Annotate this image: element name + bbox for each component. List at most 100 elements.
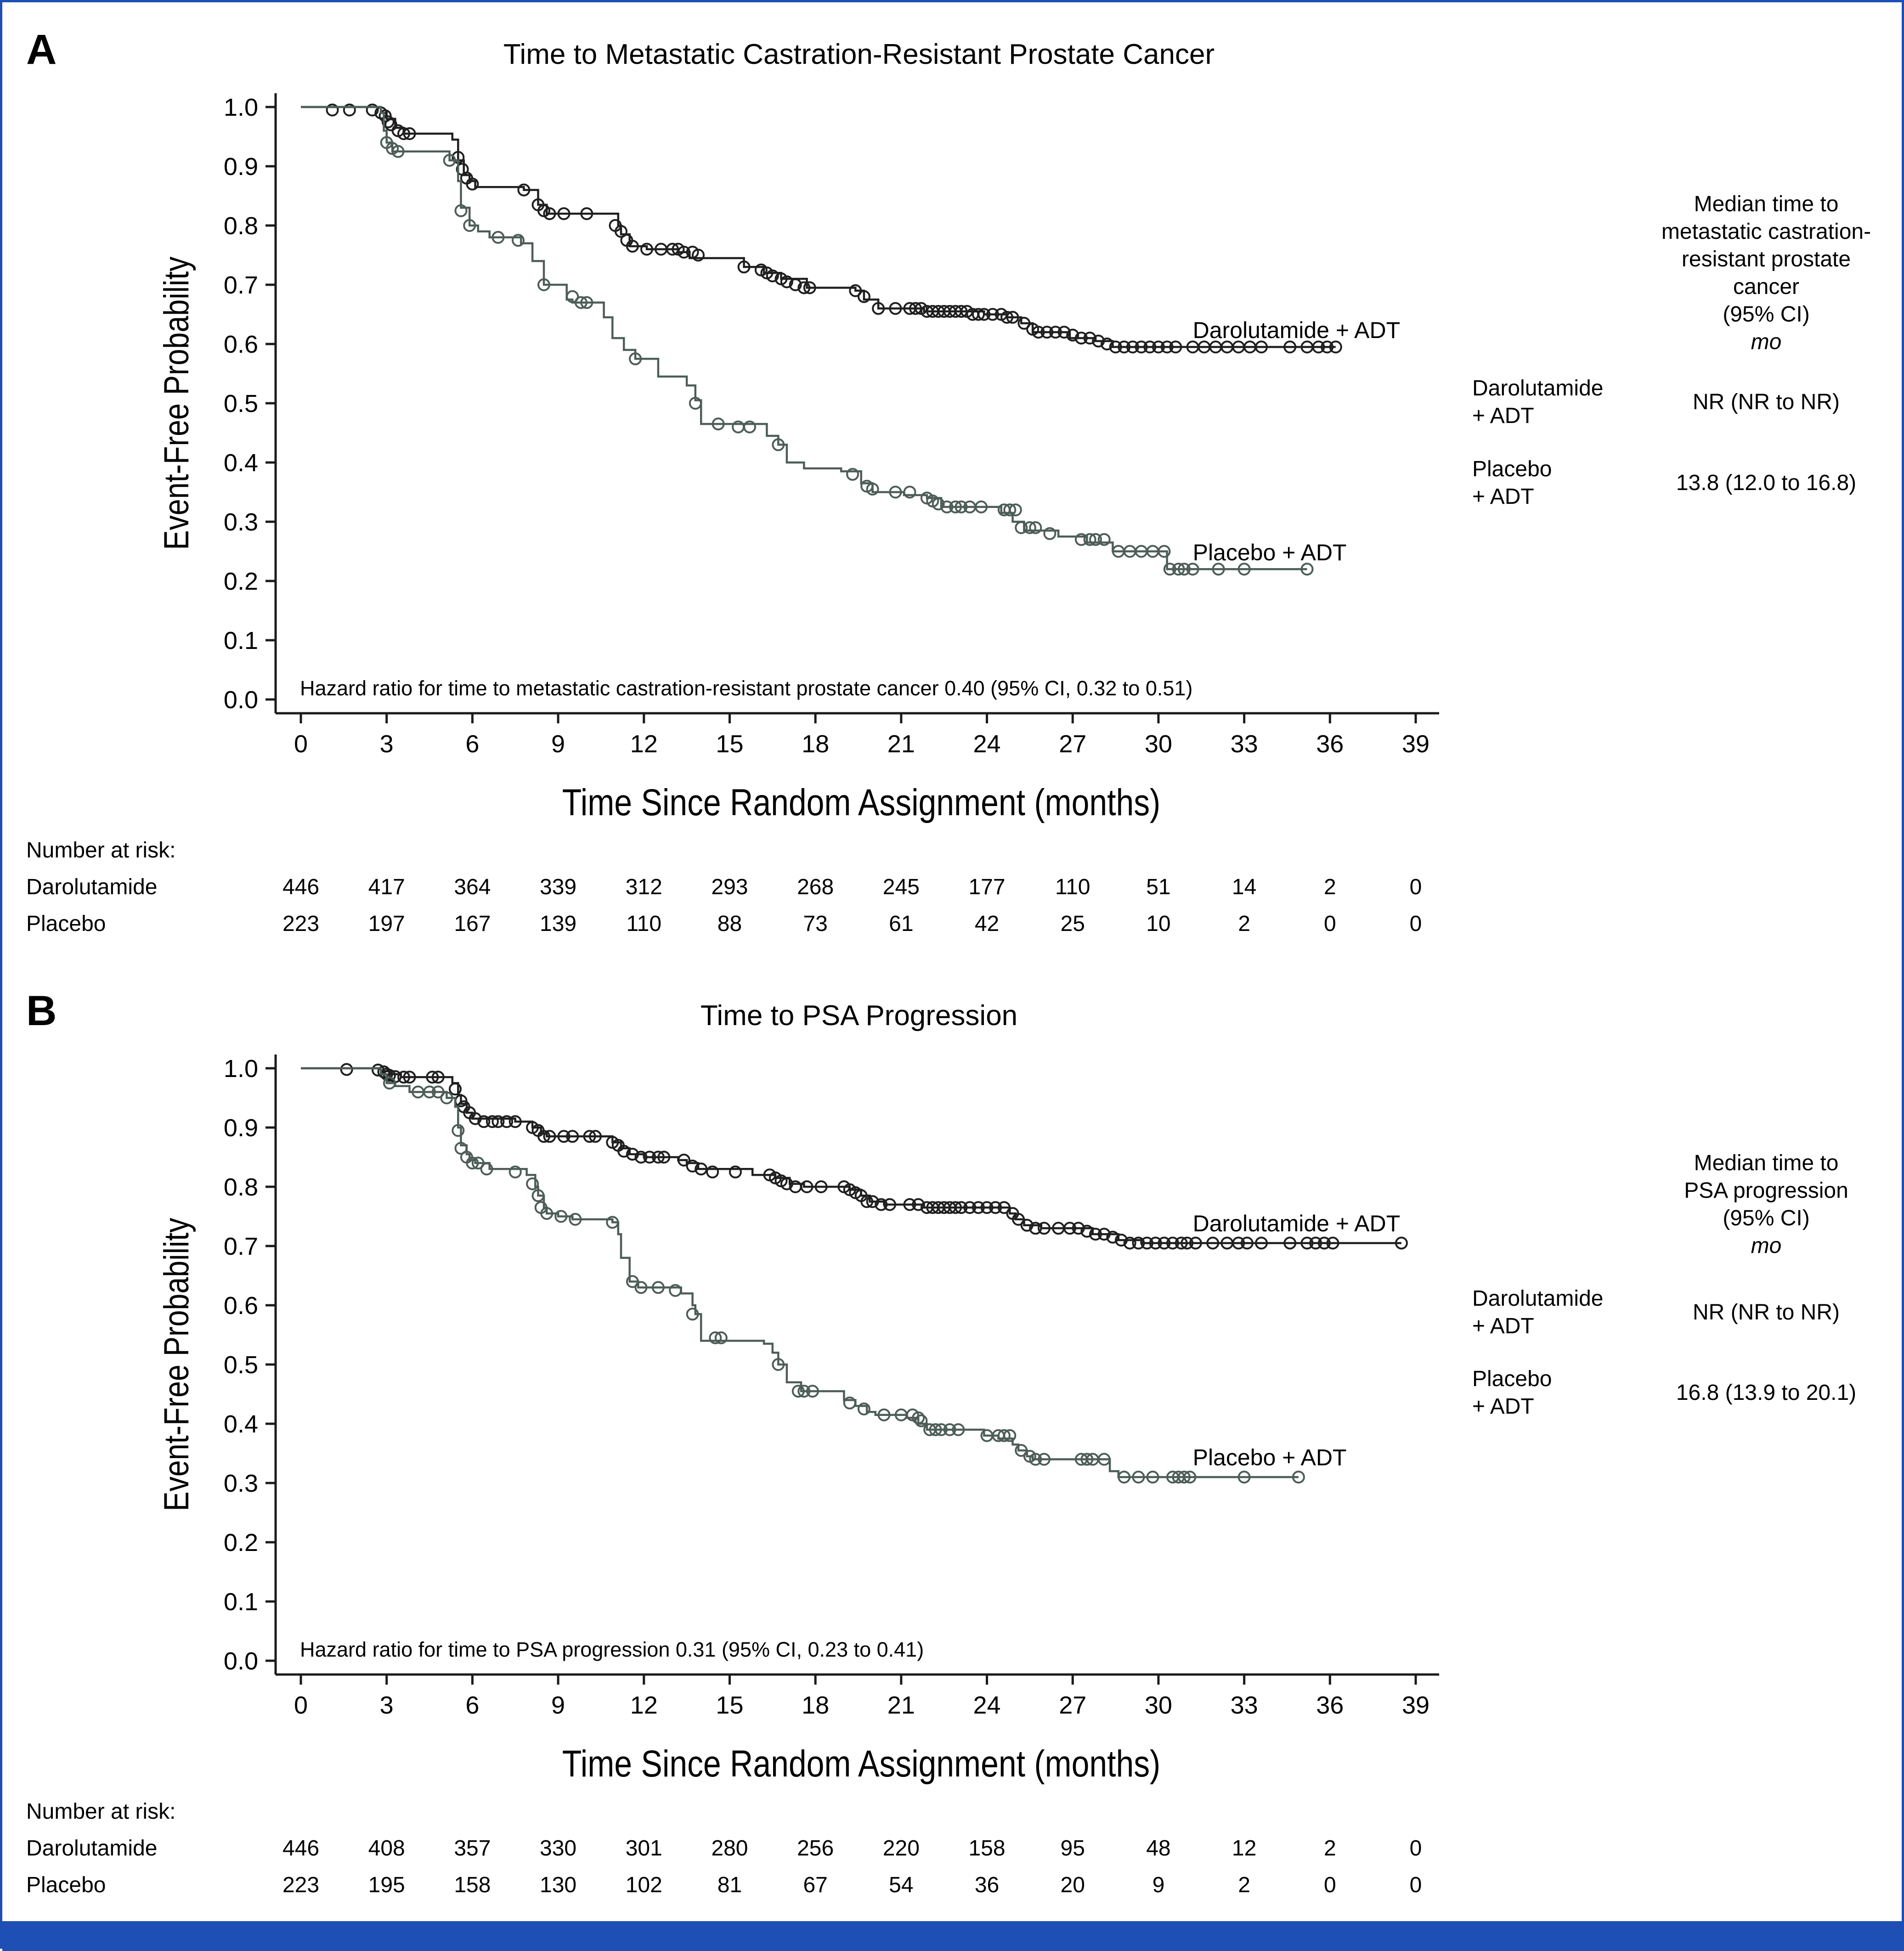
censor-mark-placebo — [1300, 563, 1314, 576]
median-header-line: resistant prostate — [1682, 247, 1851, 271]
censor-mark-placebo — [1097, 533, 1111, 546]
risk-count: 0 — [1410, 1836, 1422, 1861]
x-tick-label: 0 — [294, 1692, 308, 1719]
censor-mark-darolutamide — [1000, 310, 1014, 324]
censor-mark-placebo — [1172, 563, 1185, 576]
censor-mark-darolutamide — [1132, 1236, 1145, 1250]
y-axis-title: Event-Free Probability — [157, 1218, 196, 1511]
series-label-placebo: Placebo + ADT — [1193, 1444, 1347, 1470]
censor-mark-darolutamide — [1283, 340, 1297, 354]
censor-mark-darolutamide — [729, 1165, 742, 1178]
censor-mark-darolutamide — [343, 103, 356, 117]
censor-mark-darolutamide — [466, 177, 479, 191]
censor-mark-placebo — [1118, 1471, 1131, 1484]
y-tick-label: 0.9 — [224, 1114, 258, 1142]
censor-mark-darolutamide — [1158, 1236, 1171, 1250]
censor-mark-darolutamide — [883, 1198, 896, 1211]
censor-mark-darolutamide — [997, 1201, 1011, 1214]
censor-mark-darolutamide — [1395, 1236, 1408, 1250]
censor-mark-placebo — [431, 1085, 445, 1099]
risk-count: 158 — [968, 1836, 1005, 1861]
x-tick-label: 6 — [465, 1692, 479, 1719]
risk-count: 446 — [282, 1836, 319, 1861]
censor-mark-darolutamide — [1175, 1236, 1188, 1250]
censor-mark-darolutamide — [557, 1130, 571, 1143]
risk-count: 167 — [454, 912, 491, 936]
risk-count: 36 — [975, 1873, 999, 1897]
risk-count: 280 — [711, 1836, 748, 1861]
censor-mark-darolutamide — [383, 1069, 396, 1082]
censor-mark-darolutamide — [1063, 1222, 1076, 1235]
risk-count: 223 — [282, 1873, 319, 1897]
risk-count: 408 — [368, 1836, 405, 1861]
x-tick-label: 15 — [716, 730, 743, 758]
y-tick-label: 0.6 — [224, 1292, 258, 1319]
censor-mark-placebo — [531, 1189, 545, 1202]
risk-count: 102 — [626, 1873, 662, 1897]
censor-mark-darolutamide — [909, 302, 922, 315]
risk-count: 177 — [968, 875, 1005, 899]
censor-mark-darolutamide — [1118, 340, 1131, 354]
risk-count: 0 — [1410, 1873, 1422, 1897]
censor-mark-placebo — [712, 417, 725, 431]
censor-mark-darolutamide — [814, 1180, 828, 1193]
risk-count: 12 — [1232, 1836, 1256, 1861]
censor-mark-placebo — [526, 1177, 539, 1190]
risk-count: 25 — [1061, 912, 1085, 936]
x-tick-label: 9 — [551, 730, 565, 758]
censor-mark-placebo — [997, 1429, 1011, 1442]
panel-b: B Time to PSA Progression 0.0 0.1 0.2 0.3 0.4 0… — [26, 987, 1856, 1897]
censor-mark-darolutamide — [403, 127, 416, 140]
median-group-label: Placebo — [1472, 1367, 1552, 1391]
x-tick-label: 21 — [887, 730, 915, 758]
censor-mark-placebo — [889, 485, 902, 499]
km-curve-placebo — [301, 1067, 1299, 1478]
censor-mark-darolutamide — [426, 1071, 439, 1084]
risk-count: 2 — [1324, 1836, 1336, 1861]
censor-mark-darolutamide — [1057, 326, 1071, 339]
x-tick-label: 12 — [630, 730, 658, 758]
x-tick-label: 9 — [551, 1692, 565, 1719]
risk-count: 220 — [883, 1836, 920, 1861]
censor-mark-placebo — [1015, 521, 1028, 534]
censor-mark-darolutamide — [1206, 1236, 1220, 1250]
x-tick-label: 24 — [973, 1692, 1000, 1719]
series-label-darolutamide: Darolutamide + ADT — [1193, 317, 1401, 343]
risk-row-label: Darolutamide — [26, 875, 157, 899]
censor-mark-placebo — [1080, 1453, 1094, 1466]
risk-table-title: Number at risk: — [26, 1799, 175, 1824]
median-header-line: (95% CI) — [1723, 1206, 1809, 1230]
censor-mark-darolutamide — [1066, 328, 1079, 342]
censor-mark-placebo — [709, 1331, 722, 1344]
x-tick-label: 0 — [294, 730, 308, 758]
x-axis-title: Time Since Random Assignment (months) — [562, 782, 1161, 824]
censor-mark-darolutamide — [889, 302, 902, 315]
censor-mark-darolutamide — [1049, 326, 1062, 339]
censor-mark-darolutamide — [800, 1180, 814, 1193]
y-tick-label: 1.0 — [224, 94, 258, 121]
risk-table-title: Number at risk: — [26, 838, 175, 863]
censor-mark-placebo — [929, 1423, 942, 1436]
censor-mark-darolutamide — [780, 1177, 793, 1190]
censor-mark-placebo — [508, 1165, 522, 1178]
censor-mark-darolutamide — [1312, 340, 1325, 354]
censor-mark-placebo — [1177, 563, 1191, 576]
risk-count: 417 — [368, 875, 405, 899]
risk-count: 130 — [540, 1873, 576, 1897]
censor-mark-darolutamide — [1080, 1224, 1094, 1238]
risk-count: 88 — [718, 912, 742, 936]
censor-mark-placebo — [1132, 1471, 1145, 1484]
risk-count: 42 — [975, 912, 999, 936]
risk-count: 0 — [1324, 1873, 1336, 1897]
x-tick-label: 3 — [380, 1692, 394, 1719]
censor-mark-placebo — [903, 485, 916, 499]
median-header-line: cancer — [1733, 275, 1799, 299]
hazard-ratio-text: Hazard ratio for time to metastatic cast… — [300, 677, 1192, 700]
censor-mark-darolutamide — [543, 1130, 556, 1143]
censor-mark-placebo — [540, 1207, 554, 1220]
censor-mark-darolutamide — [1089, 1228, 1102, 1241]
x-tick-label: 18 — [802, 730, 829, 758]
x-tick-label: 18 — [802, 1692, 829, 1719]
bottom-accent-bar — [2, 1921, 1904, 1951]
censor-mark-darolutamide — [615, 225, 627, 238]
